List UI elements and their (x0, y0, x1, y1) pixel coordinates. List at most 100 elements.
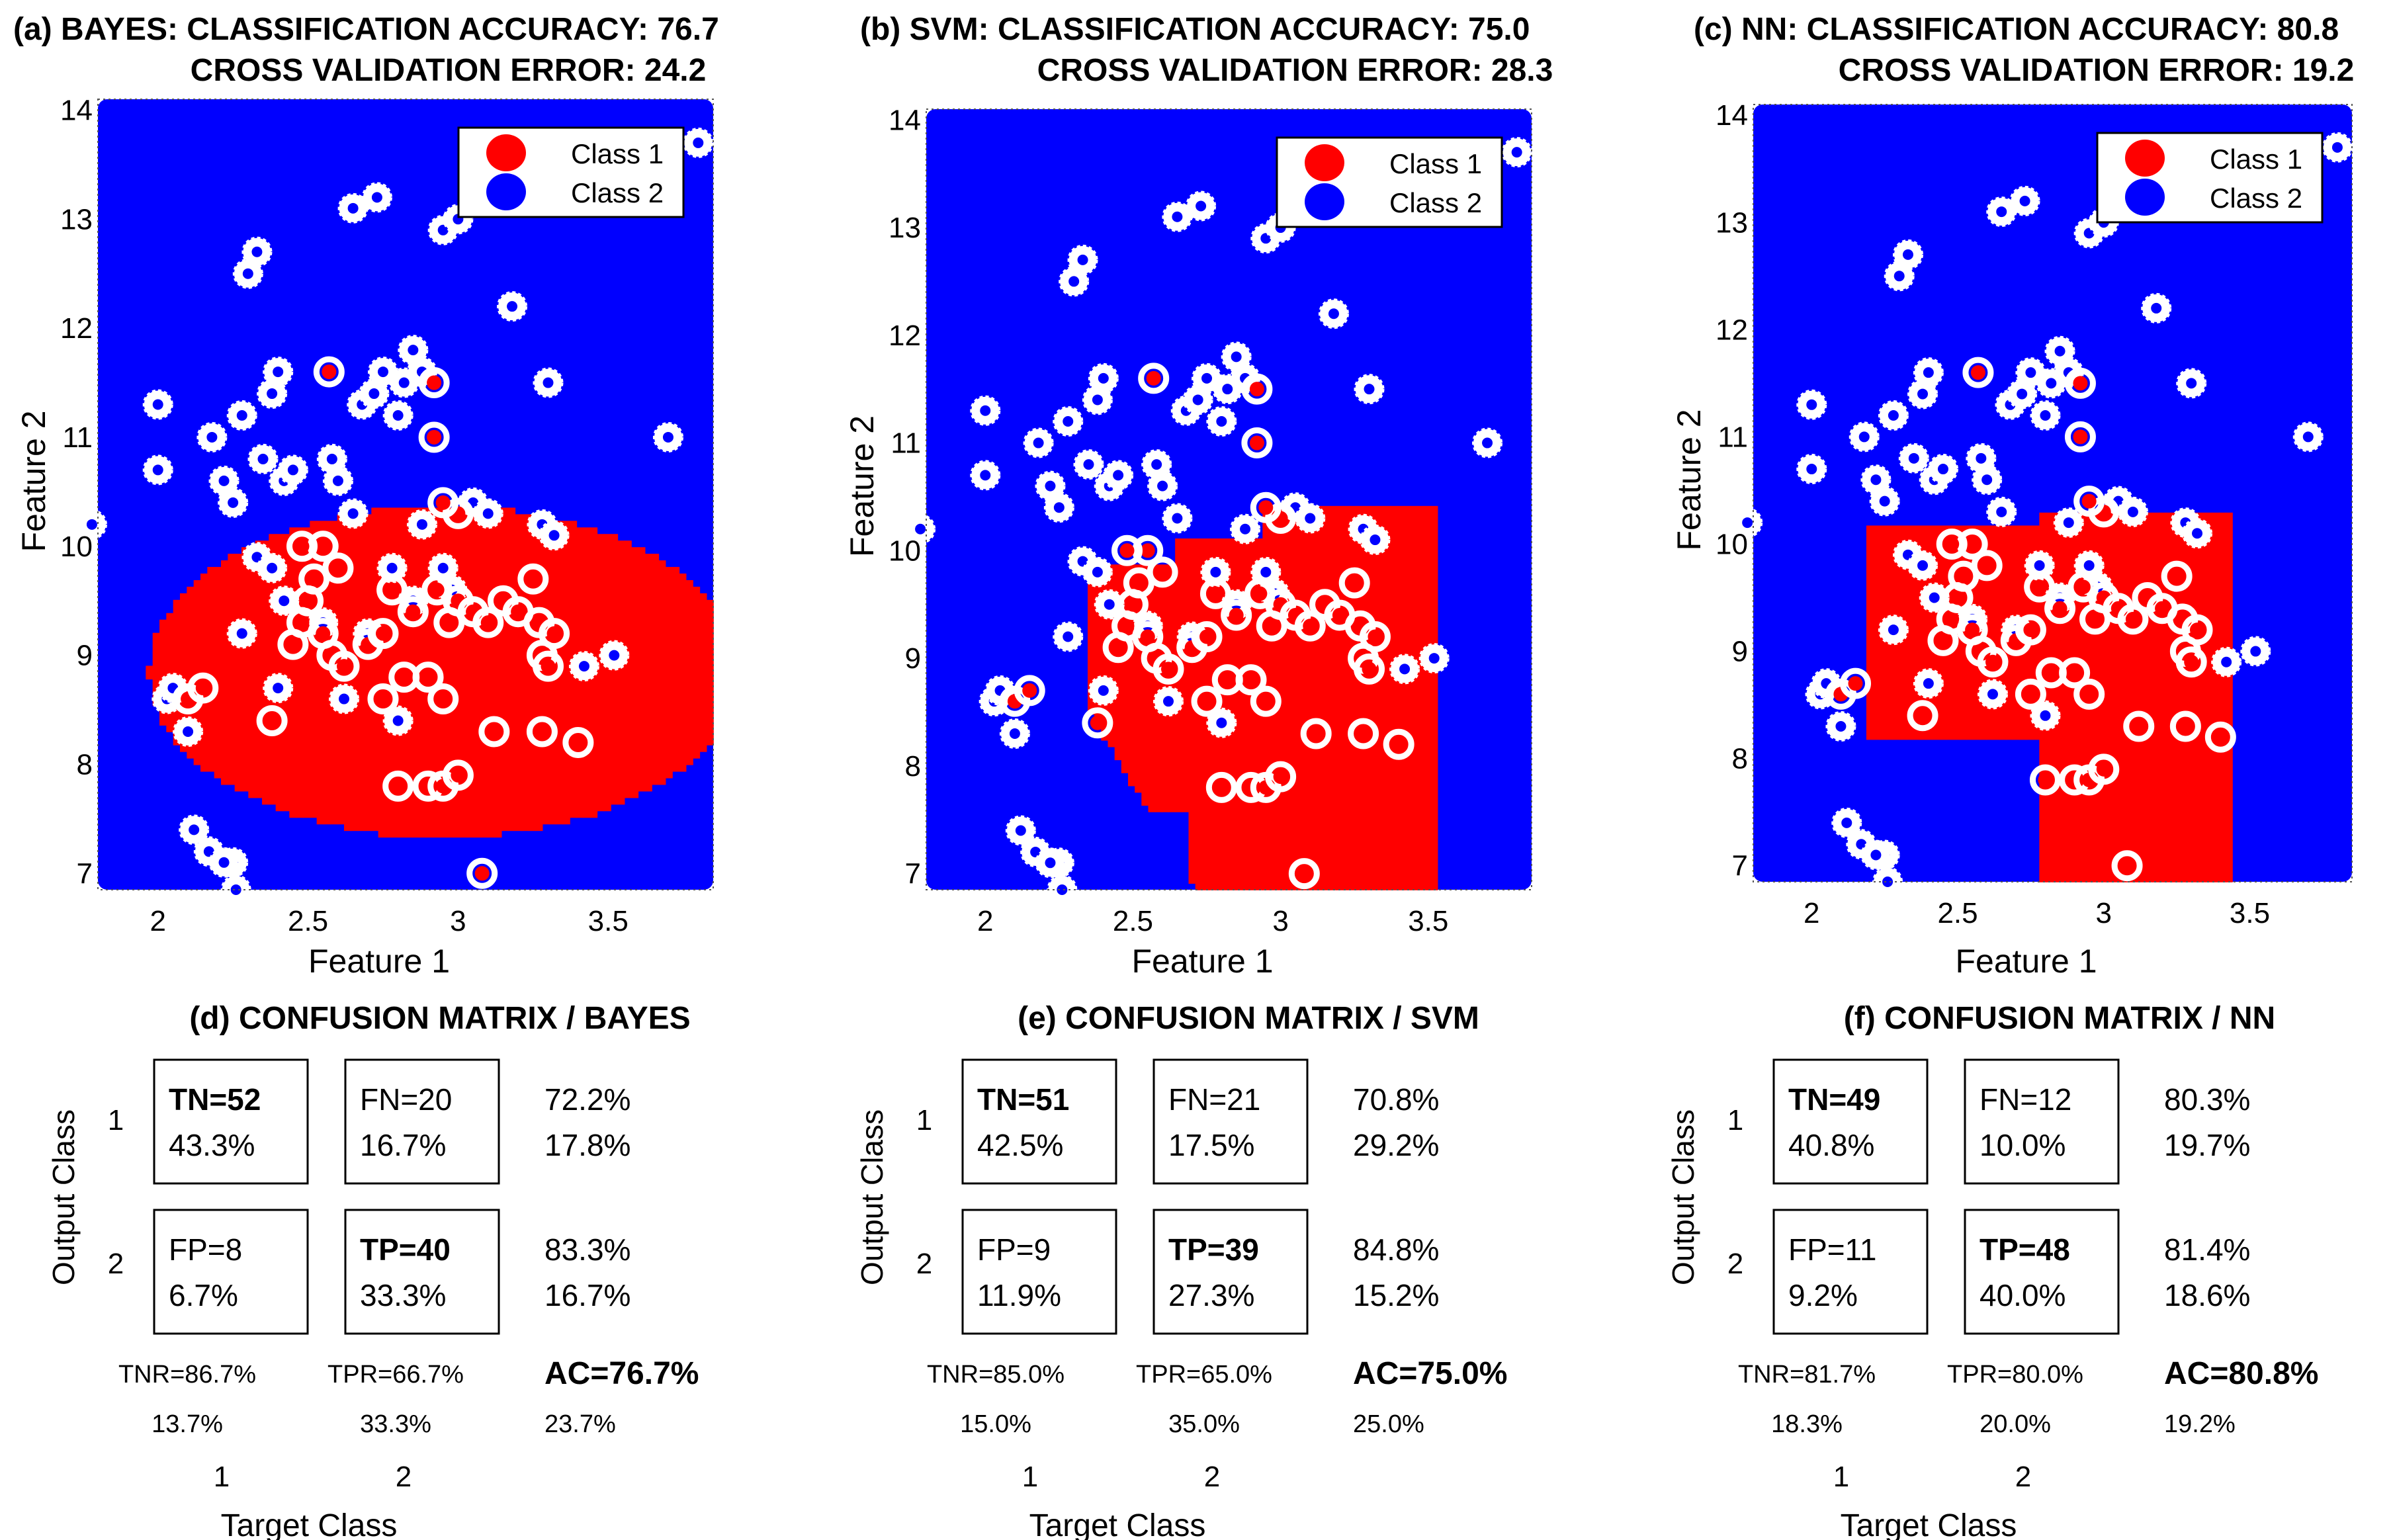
class1-point-core (2184, 654, 2199, 669)
class2-point-core (1908, 452, 1919, 464)
y-tick-label: 7 (1732, 850, 1748, 882)
class2-point-core (1045, 857, 1056, 869)
class2-point-core (2221, 656, 2232, 667)
class2-point-core (230, 884, 241, 895)
class2-point-core (1888, 624, 1899, 636)
class2-point-core (408, 345, 419, 356)
class2-point-core (1210, 566, 1221, 578)
class1-point (382, 770, 414, 802)
y-tick-label: 12 (889, 320, 921, 352)
class1-point (1199, 578, 1231, 609)
y-tick-label: 11 (891, 427, 921, 460)
class2-point-core (578, 661, 589, 672)
target-class-label: Target Class (221, 1508, 398, 1540)
class2-point-core (416, 519, 427, 530)
class1-point-core (1944, 536, 1960, 552)
class1-point-core (541, 659, 556, 674)
cell-percent: 40.8% (1788, 1128, 1874, 1162)
class1-point (1294, 610, 1326, 642)
class2-point-core (437, 224, 449, 235)
chart-subtitle: CROSS VALIDATION ERROR: 19.2 (1839, 53, 2355, 88)
y-tick-label: 11 (62, 421, 93, 454)
class2-point-core (1902, 549, 1913, 560)
y-tick-label: 8 (905, 750, 921, 783)
class2-point-core (2186, 378, 2197, 389)
class2-point-core (1981, 474, 1993, 486)
class1-point-core (1347, 576, 1362, 591)
output-class-label: Output Class (855, 1109, 889, 1285)
class2-point-core (1151, 459, 1162, 470)
class2-point-core (2083, 560, 2095, 571)
class1-point-core (1146, 370, 1161, 386)
row-summary-value: 72.2% (544, 1082, 631, 1117)
col-tick: 1 (214, 1461, 230, 1493)
class2-point-core (548, 530, 560, 541)
class2-point-core (2151, 302, 2162, 314)
class1-point-core (1199, 694, 1215, 709)
cell-percent: 16.7% (360, 1128, 446, 1162)
class1-point (1250, 492, 1282, 523)
class2-point-core (1216, 717, 1227, 728)
class2-point-core (482, 508, 494, 519)
class2-point-core (1879, 495, 1890, 507)
col-tick: 2 (396, 1461, 412, 1493)
class1-point (526, 716, 558, 748)
y-tick-label: 9 (77, 640, 93, 672)
class2-point-core (1030, 847, 1041, 858)
class1-point-core (1131, 576, 1147, 591)
class2-point-core (1856, 839, 1867, 850)
class2-point-core (1929, 592, 1940, 603)
class2-point-core (1196, 200, 1207, 212)
class2-point-core (980, 405, 991, 416)
class1-point-core (195, 681, 210, 696)
y-axis-label: Feature 2 (844, 415, 881, 557)
confusion-matrix-f: (f) CONFUSION MATRIX / NN Output Class 1 2 T… (1666, 1001, 2318, 1540)
class1-point-core (2169, 569, 2185, 584)
class1-point-core (2044, 665, 2059, 680)
class2-point-core (347, 202, 359, 214)
class2-point-core (386, 562, 398, 574)
accuracy-value: AC=75.0% (1353, 1356, 1507, 1391)
class2-point-core (1104, 599, 1115, 610)
class1-point-core (330, 560, 345, 576)
class2-point-core (242, 268, 253, 279)
class1-point-core (1090, 715, 1105, 730)
row-summary-value: 17.8% (544, 1128, 631, 1162)
class2-point-core (1163, 696, 1174, 707)
class1-point-core (1119, 619, 1135, 634)
class2-point-core (2331, 142, 2343, 153)
class1-point-core (294, 538, 310, 554)
class1-point (397, 596, 429, 628)
row-tick: 2 (1727, 1248, 1743, 1280)
class1-point-core (1258, 500, 1274, 515)
class1-point-core (1273, 769, 1288, 785)
class1-point-core (1125, 597, 1141, 612)
class1-point (1191, 685, 1223, 717)
class2-point-core (371, 192, 382, 203)
class2-point-core (1399, 663, 1411, 675)
class1-point (2064, 367, 2096, 399)
class2-point-core (1063, 631, 1074, 642)
class2-point-core (1113, 470, 1124, 481)
class2-point-core (236, 410, 247, 421)
class1-point (2015, 678, 2046, 710)
matrix-cell (344, 1058, 500, 1185)
class1-point (2024, 571, 2056, 603)
class2-point-core (1068, 276, 1080, 287)
class1-point-core (2087, 611, 2103, 626)
class2-point-core (1976, 452, 1987, 464)
class1-point-core (474, 866, 490, 881)
y-tick-label: 10 (1716, 528, 1748, 560)
output-class-label: Output Class (46, 1109, 81, 1285)
class1-point-core (1155, 564, 1170, 579)
class2-point-core (1364, 384, 1375, 395)
class1-point-core (2075, 579, 2091, 595)
class2-point-core (152, 399, 163, 410)
class2-point-core (251, 552, 263, 563)
class1-point-core (1309, 726, 1324, 741)
class2-point-core (2034, 560, 2045, 571)
legend-label-class1: Class 1 (1389, 148, 1482, 179)
class2-point-core (2302, 431, 2314, 443)
col-tick: 2 (1204, 1461, 1220, 1493)
class1-point-core (2120, 858, 2135, 873)
